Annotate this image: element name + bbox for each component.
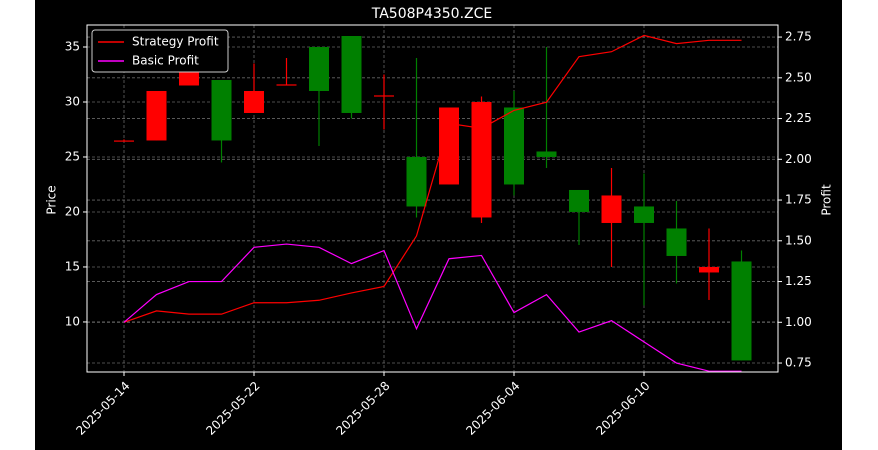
candle-body [666,228,687,256]
profit-line [123,243,742,372]
candle-body [569,189,589,212]
y2-tick-label: 2.00 [785,152,812,166]
y2-axis-label: Profit [820,184,834,216]
y-tick-label: 25 [65,149,80,163]
figure-background [35,0,842,450]
chart-title: TA508P4350.ZCE [371,6,493,22]
y2-tick-label: 1.00 [785,315,812,329]
candle-body [244,90,264,113]
candle-body [146,90,167,141]
candle-body [731,261,752,361]
candle-body [341,35,362,113]
y2-tick-label: 1.25 [785,274,812,288]
candle-body [211,79,232,141]
candle-body [536,151,557,157]
y-tick-label: 20 [65,204,80,218]
candle-body [114,140,134,142]
candle-body [634,206,654,223]
candle-body [504,107,524,185]
y-tick-label: 30 [65,94,80,108]
candle-body [406,156,427,207]
candle-body [471,101,492,218]
y-axis-label: Price [45,185,59,214]
y-tick-label: 10 [65,314,80,328]
y-tick-label: 15 [65,259,80,273]
y2-tick-label: 1.75 [785,193,812,207]
y2-tick-label: 2.25 [785,111,812,125]
candle-body [276,84,297,86]
profit-line [123,34,742,323]
plot-frame [86,24,779,373]
candle-body [601,195,622,223]
legend-label: Strategy Profit [132,35,219,49]
legend-label: Basic Profit [132,54,199,68]
y-tick-label: 35 [65,39,80,53]
y2-tick-label: 2.50 [785,70,812,84]
legend-box [91,29,229,73]
candle-body [699,266,719,273]
candle-body [309,46,329,91]
y2-tick-label: 1.50 [785,233,812,247]
candle-body [439,107,459,185]
y2-tick-label: 0.75 [785,356,812,370]
candle-body [374,95,394,97]
y2-tick-label: 2.75 [785,30,812,44]
